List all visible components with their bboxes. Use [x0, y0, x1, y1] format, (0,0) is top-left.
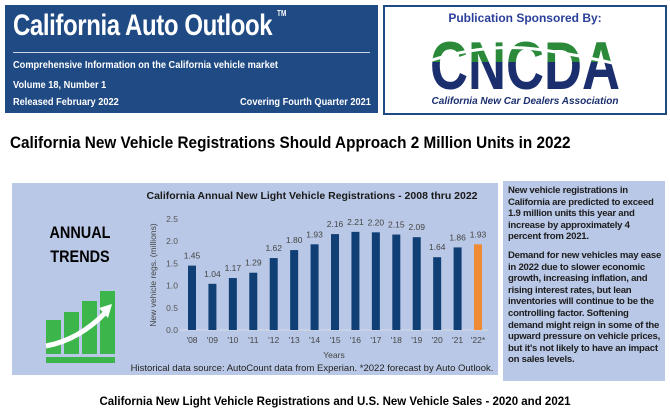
data-label: 1.17	[225, 263, 242, 273]
volume: Volume 18, Number 1	[13, 79, 107, 91]
x-tick-label: '17	[370, 335, 381, 345]
data-label: 1.64	[429, 242, 446, 252]
data-label: 1.86	[449, 232, 466, 242]
bar	[371, 232, 380, 330]
y-tick-label: 2.5	[166, 214, 178, 224]
x-tick-label: '21	[452, 335, 463, 345]
y-tick-label: 2.0	[166, 236, 178, 246]
cncda-logo: CNCDA	[428, 28, 622, 93]
released-date: Released February 2022	[13, 96, 119, 108]
bar	[474, 244, 483, 330]
commentary-paragraph-2: Demand for new vehicles may ease in 2022…	[508, 249, 662, 366]
x-tick-label: '10	[227, 335, 238, 345]
bar	[351, 231, 360, 330]
x-tick-label: '09	[207, 335, 218, 345]
trademark: TM	[277, 9, 287, 18]
divider	[13, 52, 370, 53]
bar	[433, 257, 442, 330]
publication-title: California Auto Outlook	[13, 9, 273, 42]
car-swoosh	[428, 46, 622, 67]
bar	[249, 272, 258, 330]
data-label: 1.45	[184, 251, 201, 261]
y-tick-label: 1.0	[166, 281, 178, 291]
bar	[412, 237, 421, 330]
data-label: 2.16	[327, 219, 344, 229]
trends-line2: TRENDS	[50, 247, 110, 266]
x-tick-label: '12	[268, 335, 279, 345]
x-tick-label: '18	[391, 335, 402, 345]
bar	[392, 234, 401, 330]
x-tick-label: '14	[309, 335, 320, 345]
bar	[310, 244, 319, 330]
data-label: 2.09	[408, 222, 425, 232]
bar	[208, 283, 217, 330]
growth-chart-icon	[45, 291, 115, 363]
bar	[188, 265, 196, 330]
title-group: California Auto Outlook TM	[13, 9, 286, 43]
x-tick-label: '20	[432, 335, 443, 345]
data-label: 1.93	[306, 229, 323, 239]
data-label: 2.20	[368, 217, 385, 227]
bar	[453, 247, 462, 330]
bar-chart: California Annual New Light Vehicle Regi…	[131, 190, 494, 374]
x-axis-label: Years	[323, 350, 344, 360]
commentary-paragraph-1: New vehicle registrations in California …	[508, 185, 654, 243]
logo-text: CNCDA	[430, 28, 620, 93]
bar	[331, 234, 340, 330]
commentary-panel: New vehicle registrations in California …	[503, 181, 665, 381]
source-note: Historical data source: AutoCount data f…	[131, 363, 494, 374]
y-tick-label: 0.0	[166, 325, 178, 335]
x-tick-label: '08	[186, 335, 197, 345]
chart-title: California Annual New Light Vehicle Regi…	[146, 190, 477, 202]
x-tick-label: '15	[329, 335, 340, 345]
data-label: 1.93	[470, 229, 487, 239]
y-tick-label: 1.5	[166, 258, 178, 268]
sponsor-org: California New Car Dealers Association	[431, 96, 619, 107]
headline: California New Vehicle Registrations Sho…	[10, 133, 571, 152]
annual-trends-label: ANNUAL TRENDS	[46, 221, 114, 269]
bar	[228, 278, 237, 330]
x-tick-label: '13	[289, 335, 300, 345]
data-label: 1.04	[204, 269, 221, 279]
sponsor-label: Publication Sponsored By:	[448, 11, 602, 25]
next-section-caption: California New Light Vehicle Registratio…	[99, 396, 571, 408]
data-label: 2.15	[388, 220, 405, 230]
trends-line1: ANNUAL	[49, 223, 111, 242]
sponsor-box: Publication Sponsored By: CNCDA Californ…	[383, 5, 667, 115]
x-tick-label: '11	[248, 335, 259, 345]
y-tick-label: 0.5	[166, 303, 178, 313]
x-tick-label: '19	[411, 335, 422, 345]
x-tick-label: '22*	[471, 335, 486, 345]
data-label: 1.29	[245, 258, 262, 268]
data-label: 1.62	[265, 243, 282, 253]
masthead: California Auto Outlook TM Comprehensive …	[5, 5, 378, 113]
bar	[269, 258, 278, 330]
covering-period: Covering Fourth Quarter 2021	[240, 96, 371, 108]
data-label: 1.80	[286, 235, 303, 245]
data-label: 2.21	[347, 217, 364, 227]
x-tick-label: '16	[350, 335, 361, 345]
subtitle: Comprehensive Information on the Califor…	[13, 59, 278, 71]
y-axis-label: New vehicle regs. (millions)	[148, 223, 158, 327]
bar	[290, 250, 299, 330]
